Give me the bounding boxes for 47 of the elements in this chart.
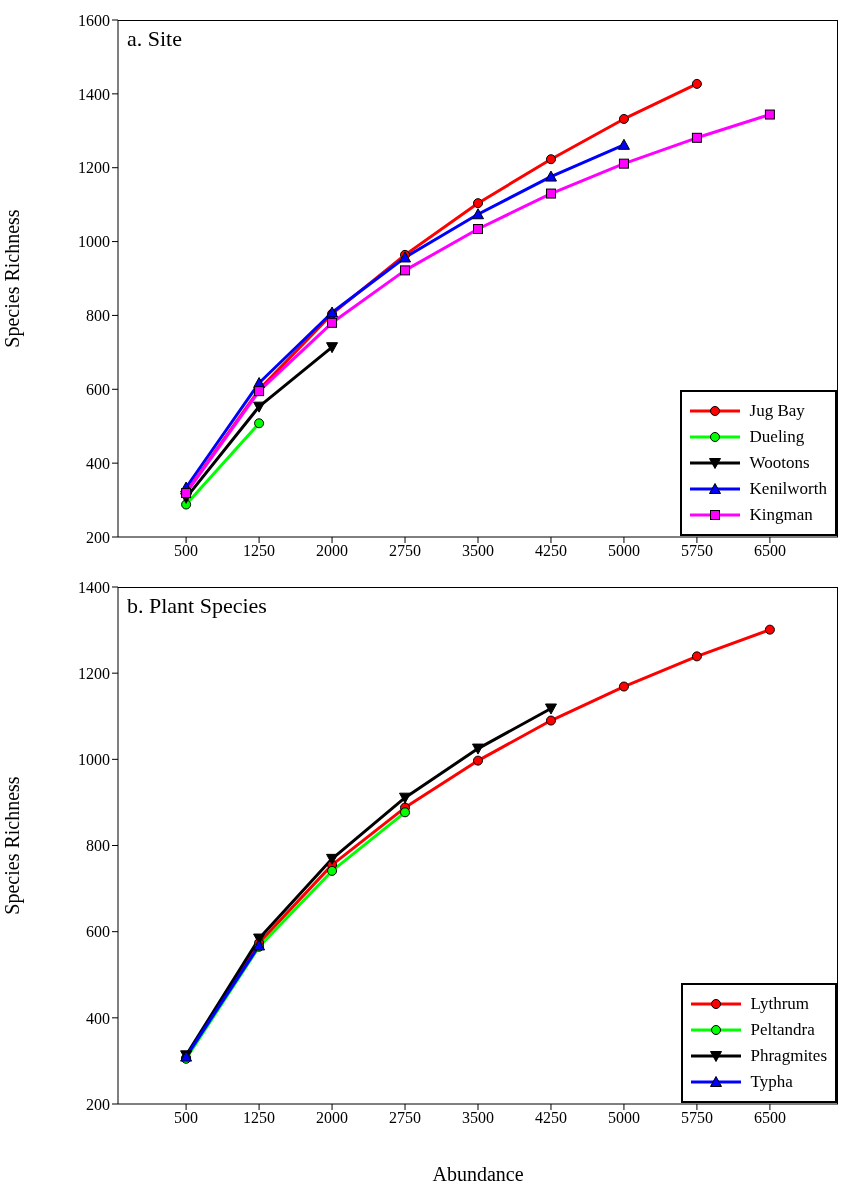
legend-label: Phragmites bbox=[750, 1046, 827, 1066]
legend-label: Typha bbox=[750, 1072, 793, 1092]
y-tick-label: 1000 bbox=[78, 751, 110, 769]
legend-label: Peltandra bbox=[750, 1020, 815, 1040]
y-tick-label: 400 bbox=[86, 1009, 110, 1027]
y-axis-title: Species Richness bbox=[1, 209, 25, 348]
y-tick-label: 400 bbox=[86, 454, 110, 472]
x-tick-label: 6500 bbox=[753, 1109, 786, 1127]
chart-title: a. Site bbox=[127, 26, 182, 52]
x-tick-label: 5750 bbox=[680, 542, 713, 560]
legend-label: Kingman bbox=[749, 505, 813, 525]
x-tick-label: 3500 bbox=[462, 1109, 494, 1127]
x-tick-label: 2000 bbox=[316, 1109, 349, 1127]
y-tick-label: 1000 bbox=[78, 233, 110, 251]
x-tick-label: 2000 bbox=[316, 542, 349, 560]
y-tick-label: 600 bbox=[86, 923, 110, 941]
y-tick-label: 600 bbox=[86, 380, 110, 398]
x-tick-label: 5750 bbox=[680, 1109, 713, 1127]
y-axis-title: Species Richness bbox=[1, 776, 25, 915]
y-tick-label: 1600 bbox=[78, 11, 110, 29]
legend-label: Wootons bbox=[749, 453, 810, 473]
legend-label: Dueling bbox=[749, 427, 805, 447]
legend-label: Kenilworth bbox=[749, 479, 827, 499]
x-tick-label: 4250 bbox=[534, 1109, 567, 1127]
y-tick-label: 1400 bbox=[78, 578, 110, 596]
x-tick-label: 1250 bbox=[243, 1109, 276, 1127]
legend-label: Lythrum bbox=[750, 994, 810, 1014]
x-tick-label: 1250 bbox=[243, 542, 276, 560]
x-tick-label: 5000 bbox=[607, 1109, 640, 1127]
y-tick-label: 200 bbox=[86, 1095, 110, 1113]
x-tick-label: 4250 bbox=[534, 542, 567, 560]
y-tick-label: 800 bbox=[86, 837, 110, 855]
x-tick-label: 3500 bbox=[462, 542, 494, 560]
chart-title: b. Plant Species bbox=[127, 593, 267, 619]
y-tick-label: 800 bbox=[86, 307, 110, 325]
x-tick-label: 2750 bbox=[389, 542, 422, 560]
y-tick-label: 1200 bbox=[78, 664, 110, 682]
x-tick-label: 500 bbox=[174, 542, 199, 560]
legend-label: Jug Bay bbox=[749, 401, 805, 421]
x-tick-label: 6500 bbox=[753, 542, 786, 560]
x-tick-label: 5000 bbox=[607, 542, 640, 560]
y-tick-label: 1200 bbox=[78, 159, 110, 177]
x-tick-label: 2750 bbox=[389, 1109, 422, 1127]
x-tick-label: 500 bbox=[174, 1109, 199, 1127]
y-tick-label: 200 bbox=[86, 528, 110, 546]
y-tick-label: 1400 bbox=[78, 85, 110, 103]
x-axis-title: Abundance bbox=[432, 1163, 524, 1185]
